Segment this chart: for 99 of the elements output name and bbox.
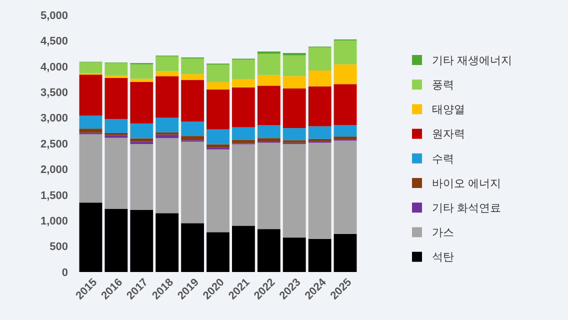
bar (206, 232, 230, 272)
bar (257, 51, 280, 54)
bar (181, 74, 204, 80)
bar (181, 223, 204, 272)
y-tick-label: 4,000 (40, 61, 68, 74)
bar (257, 229, 280, 272)
bar (79, 74, 102, 116)
bar (156, 132, 179, 135)
bar (334, 40, 357, 64)
bar (181, 80, 204, 122)
y-tick-label: 2,000 (40, 164, 68, 176)
bar (257, 125, 280, 138)
legend-label: 바이오 에너지 (432, 178, 502, 190)
bar (282, 88, 306, 128)
bar (130, 123, 154, 138)
y-tick-label: 1,000 (40, 215, 68, 228)
bar (308, 47, 332, 71)
bar (257, 86, 280, 126)
bar (308, 70, 332, 86)
bar (334, 136, 357, 140)
bar (334, 64, 357, 84)
bar (257, 54, 280, 76)
bar (282, 140, 306, 143)
y-tick-label: 3,000 (40, 112, 68, 125)
bar (334, 124, 357, 137)
bar (156, 213, 179, 272)
y-tick-label: 500 (50, 241, 68, 254)
bar (308, 138, 332, 142)
bar (181, 58, 204, 74)
bar (257, 75, 280, 86)
bar (206, 64, 230, 82)
bar (104, 78, 128, 120)
bar (232, 226, 255, 272)
bar (130, 78, 154, 82)
bar (104, 132, 128, 136)
bar (130, 210, 154, 272)
bar (206, 82, 230, 90)
bar (104, 138, 128, 209)
bar (282, 238, 306, 272)
bar (104, 63, 128, 76)
y-tick-label: 3,500 (40, 86, 68, 99)
bar (79, 116, 102, 129)
bar (334, 234, 357, 272)
bar (282, 144, 306, 238)
bar (206, 144, 230, 148)
bar (79, 128, 102, 133)
bar (156, 134, 179, 138)
bar (308, 126, 332, 139)
bar (232, 78, 255, 88)
bar (130, 138, 154, 142)
bar (79, 202, 102, 272)
bar (156, 76, 179, 118)
y-tick-label: 4,500 (40, 36, 68, 48)
bar (130, 82, 154, 124)
bar (308, 86, 332, 126)
bar (130, 142, 154, 144)
y-tick-label: 0 (62, 266, 68, 279)
y-tick-label: 5,000 (40, 10, 68, 22)
bar (206, 149, 230, 232)
bar (282, 55, 306, 76)
bar (104, 119, 128, 133)
bar (206, 129, 230, 144)
bar (232, 140, 255, 144)
bar (181, 142, 204, 224)
bar (104, 208, 128, 272)
bar (181, 122, 204, 136)
legend-label: 풍력 (432, 79, 454, 92)
bar (257, 142, 280, 230)
bar (79, 62, 102, 74)
bar (334, 140, 357, 234)
legend-label: 기타 화석연료 (432, 202, 502, 214)
legend-label: 석탄 (432, 252, 454, 264)
bar (257, 138, 280, 142)
bar (130, 64, 154, 79)
bar (156, 71, 179, 76)
legend-label: 태양열 (432, 104, 465, 116)
bar (181, 136, 204, 140)
y-tick-label: 1,500 (40, 190, 68, 202)
bar (104, 135, 128, 138)
bar (308, 142, 332, 239)
bar (308, 238, 332, 272)
bar (156, 138, 179, 214)
bar (130, 144, 154, 210)
legend-label: 원자력 (432, 128, 465, 141)
y-tick-label: 2,500 (40, 138, 68, 150)
bar (282, 128, 306, 140)
legend-label: 수력 (432, 153, 454, 166)
bar (206, 90, 230, 130)
legend-label: 가스 (432, 227, 454, 240)
bar (232, 87, 255, 128)
legend-label: 기타 재생에너지 (432, 54, 512, 67)
bar (282, 76, 306, 88)
bar (156, 118, 179, 132)
bar (232, 127, 255, 140)
bar (232, 60, 255, 79)
bar (232, 144, 255, 226)
bar (334, 84, 357, 125)
bar (156, 56, 179, 72)
bar (79, 134, 102, 203)
